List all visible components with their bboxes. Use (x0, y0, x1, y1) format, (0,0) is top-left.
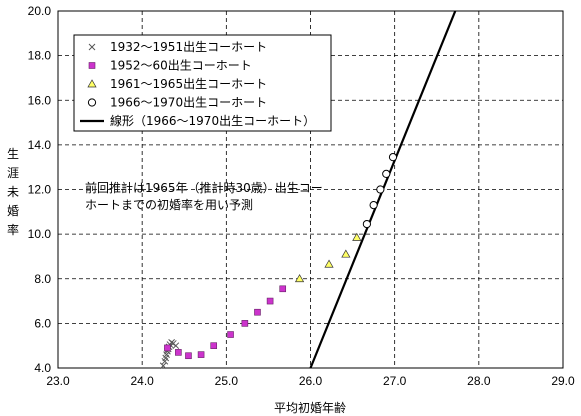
y-tick-label: 20.0 (28, 4, 52, 18)
legend-marker-3 (87, 79, 97, 88)
data-point-series-1 (159, 362, 167, 370)
x-axis-label: 平均初婚年齢 (274, 400, 346, 415)
data-point-series-3 (341, 249, 351, 258)
legend-label-trend: 線形（1966～1970出生コーホート） (110, 113, 315, 128)
data-point-series-4 (388, 153, 398, 162)
data-point-series-2 (266, 297, 274, 305)
y-tick-label: 6.0 (34, 316, 51, 330)
data-point-series-2 (254, 308, 261, 316)
data-point-series-4 (382, 169, 391, 178)
legend: 1932～1951出生コーホート 1952～60出生コーホート 1961～1965出… (73, 34, 332, 132)
data-point-series-2 (175, 349, 182, 356)
data-point-series-2 (197, 351, 205, 358)
y-axis-label-char: 生 (7, 147, 19, 161)
x-tick-label: 29.0 (551, 374, 575, 388)
legend-marker-2 (88, 62, 96, 69)
x-tick-label: 23.0 (46, 374, 70, 388)
y-axis-label-char: 婚 (7, 204, 19, 218)
y-axis-label-char: 率 (7, 222, 19, 237)
x-tick-label: 28.0 (467, 374, 491, 388)
data-point-series-4 (369, 201, 378, 210)
data-point-series-2 (227, 331, 234, 338)
annotation: 前回推計は1965年（推計時30歳）出生コー ホートまでの初婚率を用い予測 (85, 180, 323, 212)
legend-label-1: 1932～1951出生コーホート (110, 40, 267, 54)
x-tick-label: 25.0 (215, 374, 239, 388)
y-tick-label: 10.0 (28, 227, 52, 241)
x-tick-label: 26.0 (299, 374, 323, 388)
data-point-series-3 (294, 274, 305, 283)
x-tick-label: 27.0 (383, 374, 407, 388)
y-tick-label: 12.0 (28, 183, 52, 197)
legend-box (73, 34, 332, 132)
legend-marker-1 (88, 43, 96, 51)
data-point-series-2 (241, 320, 249, 327)
y-tick-label: 14.0 (28, 138, 52, 152)
data-point-series-2 (164, 344, 171, 352)
legend-label-3: 1961～1965出生コーホート (110, 77, 267, 91)
data-point-series-2 (279, 285, 287, 293)
data-point-series-4 (362, 219, 371, 229)
y-axis-label: 生涯未婚率 (7, 147, 19, 237)
y-tick-label: 16.0 (28, 93, 52, 107)
data-point-series-2 (210, 342, 218, 349)
data-point-series-2 (185, 352, 192, 360)
y-tick-labels: 4.0 6.0 8.0 10.0 12.0 14.0 16.0 18.0 20.0 (28, 4, 52, 375)
y-axis-label-char: 涯 (7, 166, 19, 180)
x-tick-label: 24.0 (130, 374, 154, 388)
x-tick-labels: 23.0 24.0 25.0 26.0 27.0 28.0 29.0 (46, 374, 575, 388)
data-points (159, 153, 398, 370)
y-axis-label-char: 未 (7, 185, 19, 199)
y-tick-label: 18.0 (28, 49, 52, 63)
data-point-series-1 (172, 342, 180, 350)
data-point-series-3 (352, 232, 362, 241)
y-tick-label: 4.0 (34, 361, 51, 375)
y-axis-label-text: 生涯未婚率 (7, 147, 19, 237)
legend-marker-4 (87, 98, 97, 107)
legend-label-4: 1966～1970出生コーホート (110, 96, 267, 110)
annotation-line-2: ホートまでの初婚率を用い予測 (85, 197, 253, 212)
data-point-series-4 (376, 185, 385, 194)
data-point-series-3 (324, 259, 334, 268)
legend-label-2: 1952～60出生コーホート (110, 59, 252, 73)
y-tick-label: 8.0 (34, 272, 51, 286)
annotation-line-1: 前回推計は1965年（推計時30歳）出生コー (85, 180, 323, 195)
